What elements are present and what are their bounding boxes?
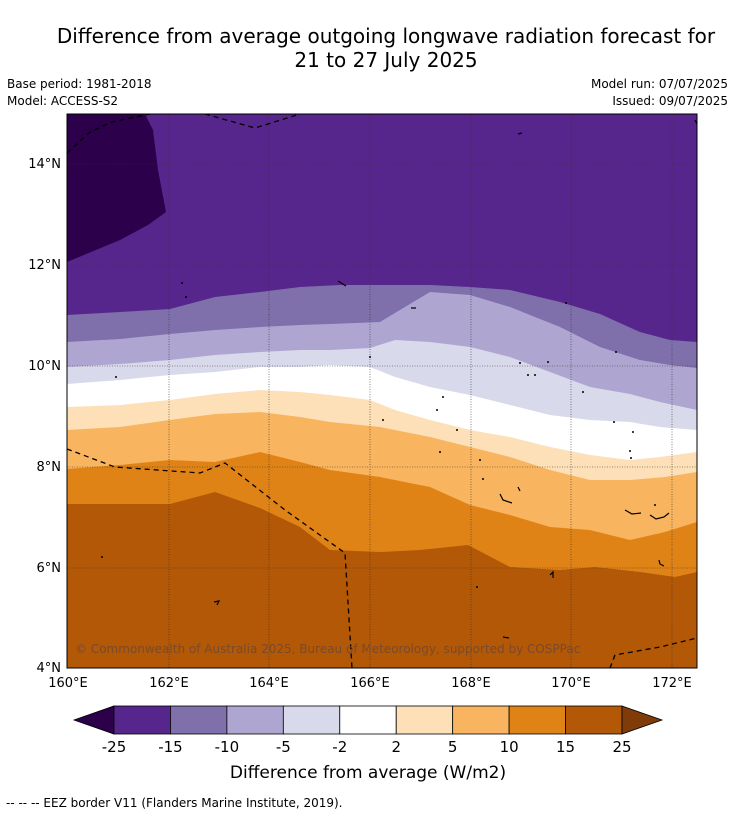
colorbar-ticks: -25 -15 -10 -5 -2 2 5 10 15 25 — [102, 738, 632, 756]
colorbar-over-arrow — [621, 705, 664, 735]
colorbar-label: Difference from average (W/m2) — [230, 763, 506, 783]
colorbar-cell — [565, 705, 623, 735]
graticule — [67, 114, 697, 668]
colorbar-tick-label: -25 — [102, 738, 127, 756]
colorbar-cell — [452, 705, 510, 735]
lat-label-10n: 10°N — [28, 359, 61, 374]
band-neg25-neg15 — [67, 114, 697, 342]
colorbar: -25 -15 -10 -5 -2 2 5 10 15 25 Difference from av… — [72, 705, 664, 783]
longitude-labels: 160°E 162°E 164°E 166°E 168°E 170°E 172°… — [48, 676, 692, 691]
base-period: Base period: 1981-2018 — [7, 77, 152, 91]
lat-label-8n: 8°N — [37, 460, 62, 475]
colorbar-cells — [113, 705, 623, 735]
model-name: Model: ACCESS-S2 — [7, 94, 119, 108]
colorbar-cell — [508, 705, 566, 735]
band-below-neg25 — [67, 114, 166, 262]
eez-legend-note: -- -- -- EEZ border V11 (Flanders Marine… — [6, 796, 343, 810]
colorbar-cell — [226, 705, 284, 735]
lat-label-4n: 4°N — [37, 661, 62, 676]
atoll-dots — [101, 282, 656, 588]
colorbar-tick-label: -15 — [158, 738, 183, 756]
colorbar-tick-label: 5 — [448, 738, 458, 756]
lat-label-6n: 6°N — [37, 561, 62, 576]
colorbar-tick-label: -2 — [332, 738, 347, 756]
colorbar-cell — [113, 705, 171, 735]
lon-label-164e: 164°E — [249, 676, 289, 691]
chart-title-line-1: Difference from average outgoing longwav… — [56, 24, 716, 48]
lon-label-166e: 166°E — [350, 676, 390, 691]
colorbar-tick-label: 15 — [556, 738, 575, 756]
lon-label-172e: 172°E — [652, 676, 692, 691]
colorbar-tick-label: 25 — [612, 738, 631, 756]
colorbar-tick-label: 10 — [500, 738, 519, 756]
model-run: Model run: 07/07/2025 — [590, 77, 728, 91]
lon-label-168e: 168°E — [451, 676, 491, 691]
copyright-notice: © Commonwealth of Australia 2025, Bureau… — [75, 642, 580, 656]
colorbar-cell — [339, 705, 397, 735]
colorbar-cell — [282, 705, 341, 735]
colorbar-tick-label: -5 — [276, 738, 291, 756]
colorbar-tick-label: 2 — [391, 738, 401, 756]
colorbar-cell — [170, 705, 228, 735]
lon-label-162e: 162°E — [149, 676, 189, 691]
eez-border-lines — [67, 114, 697, 668]
lat-label-12n: 12°N — [28, 258, 61, 273]
contour-fill — [67, 114, 697, 668]
lon-label-170e: 170°E — [551, 676, 591, 691]
issued-date: Issued: 09/07/2025 — [612, 94, 728, 108]
olr-anomaly-map: © Commonwealth of Australia 2025, Bureau… — [28, 113, 698, 783]
colorbar-tick-label: -10 — [215, 738, 240, 756]
lon-label-160e: 160°E — [48, 676, 88, 691]
latitude-labels: 14°N 12°N 10°N 8°N 6°N 4°N — [28, 157, 61, 676]
colorbar-under-arrow — [72, 705, 115, 735]
chart-title-line-2: 21 to 27 July 2025 — [294, 48, 478, 72]
lat-label-14n: 14°N — [28, 157, 61, 172]
colorbar-cell — [395, 705, 454, 735]
map-frame — [66, 113, 698, 669]
